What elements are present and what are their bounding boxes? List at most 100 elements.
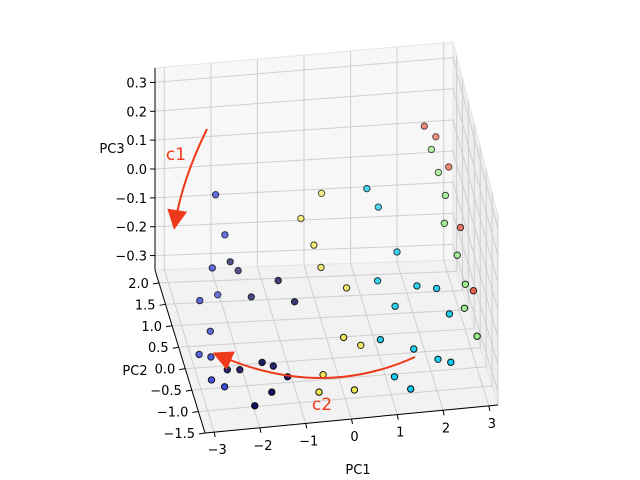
x-tick-label: −1: [299, 434, 318, 449]
grid-line-z: [154, 119, 499, 284]
grid-line-z: [154, 57, 499, 229]
x-axis-label: PC1: [345, 463, 370, 478]
y-tick-mark: [172, 346, 179, 349]
grid-line-z: [154, 181, 499, 338]
grid-line-y: [172, 101, 469, 327]
grid-lines: [154, 42, 499, 434]
z-axis-label: PC3: [99, 142, 124, 157]
scatter-point: [434, 168, 443, 177]
grid-line-y: [178, 123, 475, 348]
y-axis-line: [154, 269, 206, 434]
scatter-point: [453, 251, 461, 259]
x-tick-mark: [396, 414, 399, 420]
y-tick-label: 0.5: [148, 341, 169, 356]
c2-arrow: [212, 351, 416, 379]
y-tick-label: 1.5: [135, 298, 156, 313]
scatter-point: [317, 263, 325, 272]
c1-arrow: [167, 128, 208, 230]
scatter-point: [413, 282, 421, 290]
z-tick-label: 0.2: [126, 105, 147, 120]
scatter-point: [461, 280, 470, 288]
x-tick-label: −2: [253, 439, 272, 454]
scatter-point: [207, 353, 215, 361]
y-tick-label: 0.0: [155, 363, 176, 378]
annotation-c2: c2: [312, 395, 332, 415]
scatter-point: [251, 402, 259, 410]
y-tick-mark: [166, 325, 173, 328]
scatter-point: [221, 231, 229, 239]
y-tick-mark: [185, 389, 192, 392]
grid-line-y: [191, 169, 487, 391]
scatter-point: [310, 241, 318, 249]
scatter-point: [274, 276, 282, 285]
y-tick-mark: [159, 303, 166, 306]
x-tick-mark: [488, 405, 491, 411]
scatter-point: [441, 191, 450, 200]
scatter-point: [268, 388, 276, 396]
scatter-point: [247, 293, 256, 301]
scatter-point: [432, 284, 441, 293]
x-tick-label: −3: [208, 443, 227, 458]
scatter-point: [220, 383, 229, 391]
y-tick-label: −0.5: [150, 384, 182, 399]
scatter-point: [447, 358, 455, 366]
z-tick-label: −0.1: [115, 192, 147, 207]
scatter-point: [211, 191, 220, 199]
scatter-point: [432, 133, 440, 141]
scatter-point: [226, 258, 234, 266]
grid-line-z: [154, 243, 499, 392]
scatter-point: [290, 298, 299, 306]
scatter-point: [427, 145, 436, 154]
y-tick-mark: [192, 411, 199, 414]
x-tick-mark: [351, 418, 353, 425]
x-tick-mark: [442, 410, 445, 416]
z-tick-label: 0.3: [126, 76, 147, 91]
x-tick-label: 0: [350, 430, 358, 445]
annotation-arrows: [167, 128, 416, 379]
scatter-point: [342, 284, 351, 292]
x-tick-label: 2: [442, 421, 450, 436]
grid-line-x: [350, 50, 398, 415]
y-tick-label: 2.0: [128, 277, 149, 292]
y-tick-mark: [152, 282, 160, 285]
z-tick-label: −0.3: [115, 250, 147, 265]
scatter-point: [214, 291, 222, 299]
scatter-point: [297, 214, 305, 223]
scatter-point: [473, 332, 481, 340]
x-tick-label: 1: [396, 426, 404, 441]
scatter-point: [391, 302, 399, 310]
tick-labels: −3 −2 −1 0 1 2 3 −1.5 −1.0 −0.5 0.0 0.5 1.0 1.5 2.0 0.3…: [115, 76, 496, 458]
scatter-point: [357, 341, 365, 349]
x-tick-mark: [213, 432, 216, 438]
annotation-c1: c1: [166, 145, 186, 165]
scatter-point: [393, 248, 401, 256]
scatter-point: [445, 310, 454, 318]
x-tick-mark: [259, 427, 262, 433]
scatter-point: [315, 388, 323, 396]
scatter-point: [390, 373, 399, 381]
scatter-point: [195, 350, 203, 359]
scatter-point: [445, 163, 453, 171]
scatter-point: [236, 366, 244, 374]
y-tick-mark: [179, 368, 186, 371]
scatter-point: [410, 345, 418, 353]
scatter-point: [460, 304, 469, 312]
grid-line-x: [396, 46, 444, 411]
scatter-point: [319, 371, 327, 379]
grid-line-z: [154, 88, 499, 256]
z-tick-label: 0.1: [126, 134, 147, 149]
scatter-point: [269, 362, 277, 370]
scatter-point: [339, 333, 348, 342]
y-tick-label: −1.0: [157, 406, 189, 421]
scatter-point: [434, 355, 442, 363]
scatter-point: [420, 122, 428, 130]
scatter-point: [223, 366, 232, 374]
grid-line-y: [165, 78, 463, 305]
grid-line-x: [303, 55, 352, 420]
grid-line-z: [154, 150, 499, 311]
grid-line-y: [198, 192, 493, 413]
scatter-point: [440, 219, 449, 228]
scatter-point: [258, 358, 266, 367]
scatter-point: [234, 266, 242, 275]
y-axis-label: PC2: [122, 364, 147, 379]
